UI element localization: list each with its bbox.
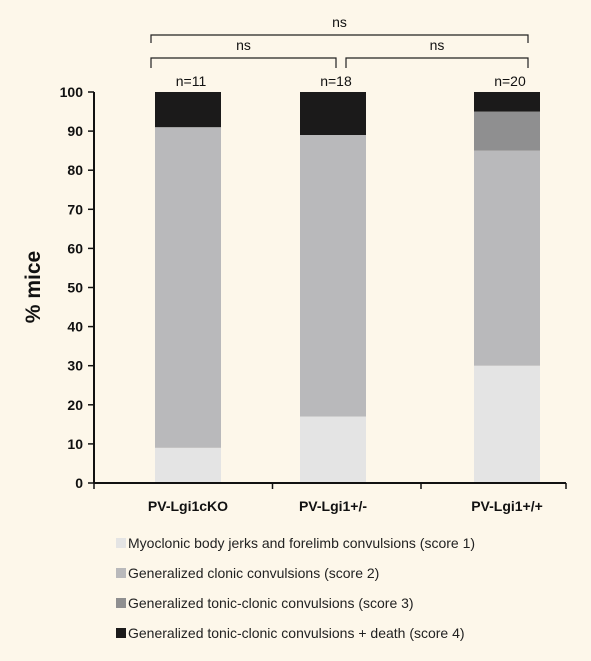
x-label-PV-Lgi1+/-: PV-Lgi1+/- — [299, 498, 367, 514]
legend-swatch-score4 — [116, 628, 126, 638]
bar-PV-Lgi1+/--score1 — [300, 416, 366, 483]
y-tick-label-50: 50 — [67, 280, 83, 296]
n-label-0: n=11 — [176, 73, 207, 89]
legend-label-score2: Generalized clonic convulsions (score 2) — [128, 565, 379, 581]
legend: Myoclonic body jerks and forelimb convul… — [116, 535, 475, 641]
x-label-PV-Lgi1+/+: PV-Lgi1+/+ — [471, 498, 543, 514]
legend-label-score3: Generalized tonic-clonic convulsions (sc… — [128, 595, 414, 611]
significance-bracket-2 — [150, 34, 529, 43]
x-label-PV-Lgi1cKO: PV-Lgi1cKO — [148, 498, 228, 514]
bar-PV-Lgi1+/+-score4 — [474, 92, 540, 112]
significance-bracket-1 — [345, 57, 529, 68]
x-axis-labels: PV-Lgi1cKO PV-Lgi1+/- PV-Lgi1+/+ — [148, 498, 543, 514]
legend-swatch-score3 — [116, 598, 126, 608]
bar-PV-Lgi1cKO-score1 — [155, 447, 221, 483]
y-tick-label-90: 90 — [67, 123, 83, 139]
bars — [155, 92, 540, 483]
y-tick-label-60: 60 — [67, 240, 83, 256]
legend-swatch-score2 — [116, 568, 126, 578]
bar-PV-Lgi1+/+-score2 — [474, 150, 540, 366]
legend-label-score1: Myoclonic body jerks and forelimb convul… — [128, 535, 475, 551]
bar-PV-Lgi1+/--score2 — [300, 135, 366, 417]
significance-label-0: ns — [236, 37, 251, 53]
bar-PV-Lgi1+/+-score3 — [474, 111, 540, 151]
bar-PV-Lgi1+/+-score1 — [474, 365, 540, 483]
y-tick-label-80: 80 — [67, 162, 83, 178]
y-tick-label-0: 0 — [75, 475, 83, 491]
y-tick-label-30: 30 — [67, 358, 83, 374]
bar-PV-Lgi1cKO-score2 — [155, 127, 221, 448]
n-label-2: n=20 — [494, 73, 526, 89]
n-labels: n=11 n=18 n=20 — [176, 73, 526, 89]
significance-label-1: ns — [430, 37, 445, 53]
y-axis-ticks: 0 10 20 30 40 50 60 70 80 90 100 — [60, 84, 94, 491]
y-tick-label-10: 10 — [67, 436, 83, 452]
y-tick-label-40: 40 — [67, 319, 83, 335]
legend-swatch-score1 — [116, 538, 126, 548]
significance-brackets: ns ns ns — [150, 14, 529, 68]
significance-bracket-0 — [150, 57, 337, 68]
y-tick-label-70: 70 — [67, 201, 83, 217]
bar-PV-Lgi1cKO-score4 — [155, 92, 221, 128]
y-tick-label-20: 20 — [67, 397, 83, 413]
n-label-1: n=18 — [320, 73, 352, 89]
significance-label-2: ns — [332, 14, 347, 30]
bar-PV-Lgi1+/--score4 — [300, 92, 366, 136]
y-tick-label-100: 100 — [60, 84, 84, 100]
legend-label-score4: Generalized tonic-clonic convulsions + d… — [128, 625, 465, 641]
y-axis-label: % mice — [22, 251, 45, 323]
